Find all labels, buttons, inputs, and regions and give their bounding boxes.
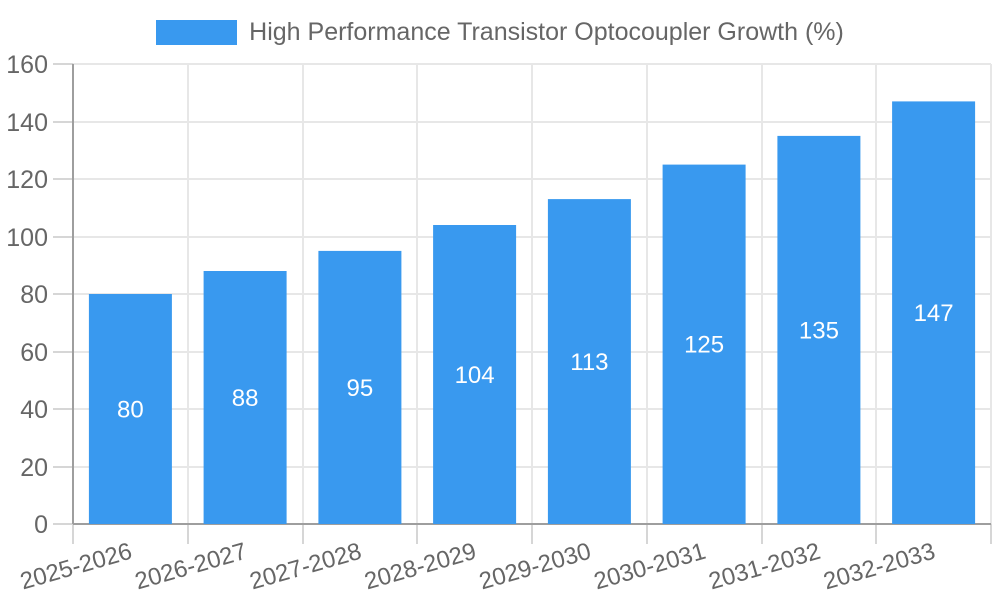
y-tick-label: 100	[6, 224, 48, 252]
bar-value-label: 125	[684, 332, 724, 359]
bar-value-label: 147	[914, 300, 954, 327]
y-tick-label: 120	[6, 166, 48, 194]
bar[interactable]	[88, 294, 172, 524]
bar-value-label: 80	[117, 396, 144, 423]
y-tick-label: 140	[6, 109, 48, 137]
bar-value-label: 113	[570, 349, 608, 376]
legend-label: High Performance Transistor Optocoupler …	[249, 18, 844, 46]
x-tick-label: 2027-2028	[247, 538, 365, 596]
x-tick-label: 2028-2029	[361, 538, 479, 596]
bar[interactable]	[547, 199, 631, 524]
x-tick-label: 2032-2033	[820, 538, 938, 596]
legend-swatch	[156, 19, 238, 45]
x-tick-label: 2026-2027	[132, 538, 250, 596]
legend[interactable]: High Performance Transistor Optocoupler …	[0, 19, 1000, 45]
bar[interactable]	[777, 135, 861, 524]
x-tick-label: 2029-2030	[476, 538, 594, 596]
bar-value-label: 95	[347, 375, 374, 402]
bar[interactable]	[433, 225, 517, 524]
bar[interactable]	[662, 164, 746, 524]
y-tick-label: 20	[20, 454, 48, 482]
x-tick-label: 2030-2031	[591, 538, 709, 596]
y-tick-label: 80	[20, 281, 48, 309]
bar-value-label: 88	[232, 385, 259, 412]
y-tick-label: 40	[20, 396, 48, 424]
bar[interactable]	[203, 271, 287, 524]
bar-value-label: 135	[799, 317, 839, 344]
bar-value-label: 104	[455, 362, 495, 389]
y-tick-label: 160	[6, 51, 48, 79]
y-tick-label: 0	[34, 511, 48, 539]
x-tick-label: 2025-2026	[17, 538, 135, 596]
bar[interactable]	[318, 250, 402, 524]
x-tick-label: 2031-2032	[706, 538, 824, 596]
bar[interactable]	[892, 101, 976, 525]
y-tick-label: 60	[20, 339, 48, 367]
